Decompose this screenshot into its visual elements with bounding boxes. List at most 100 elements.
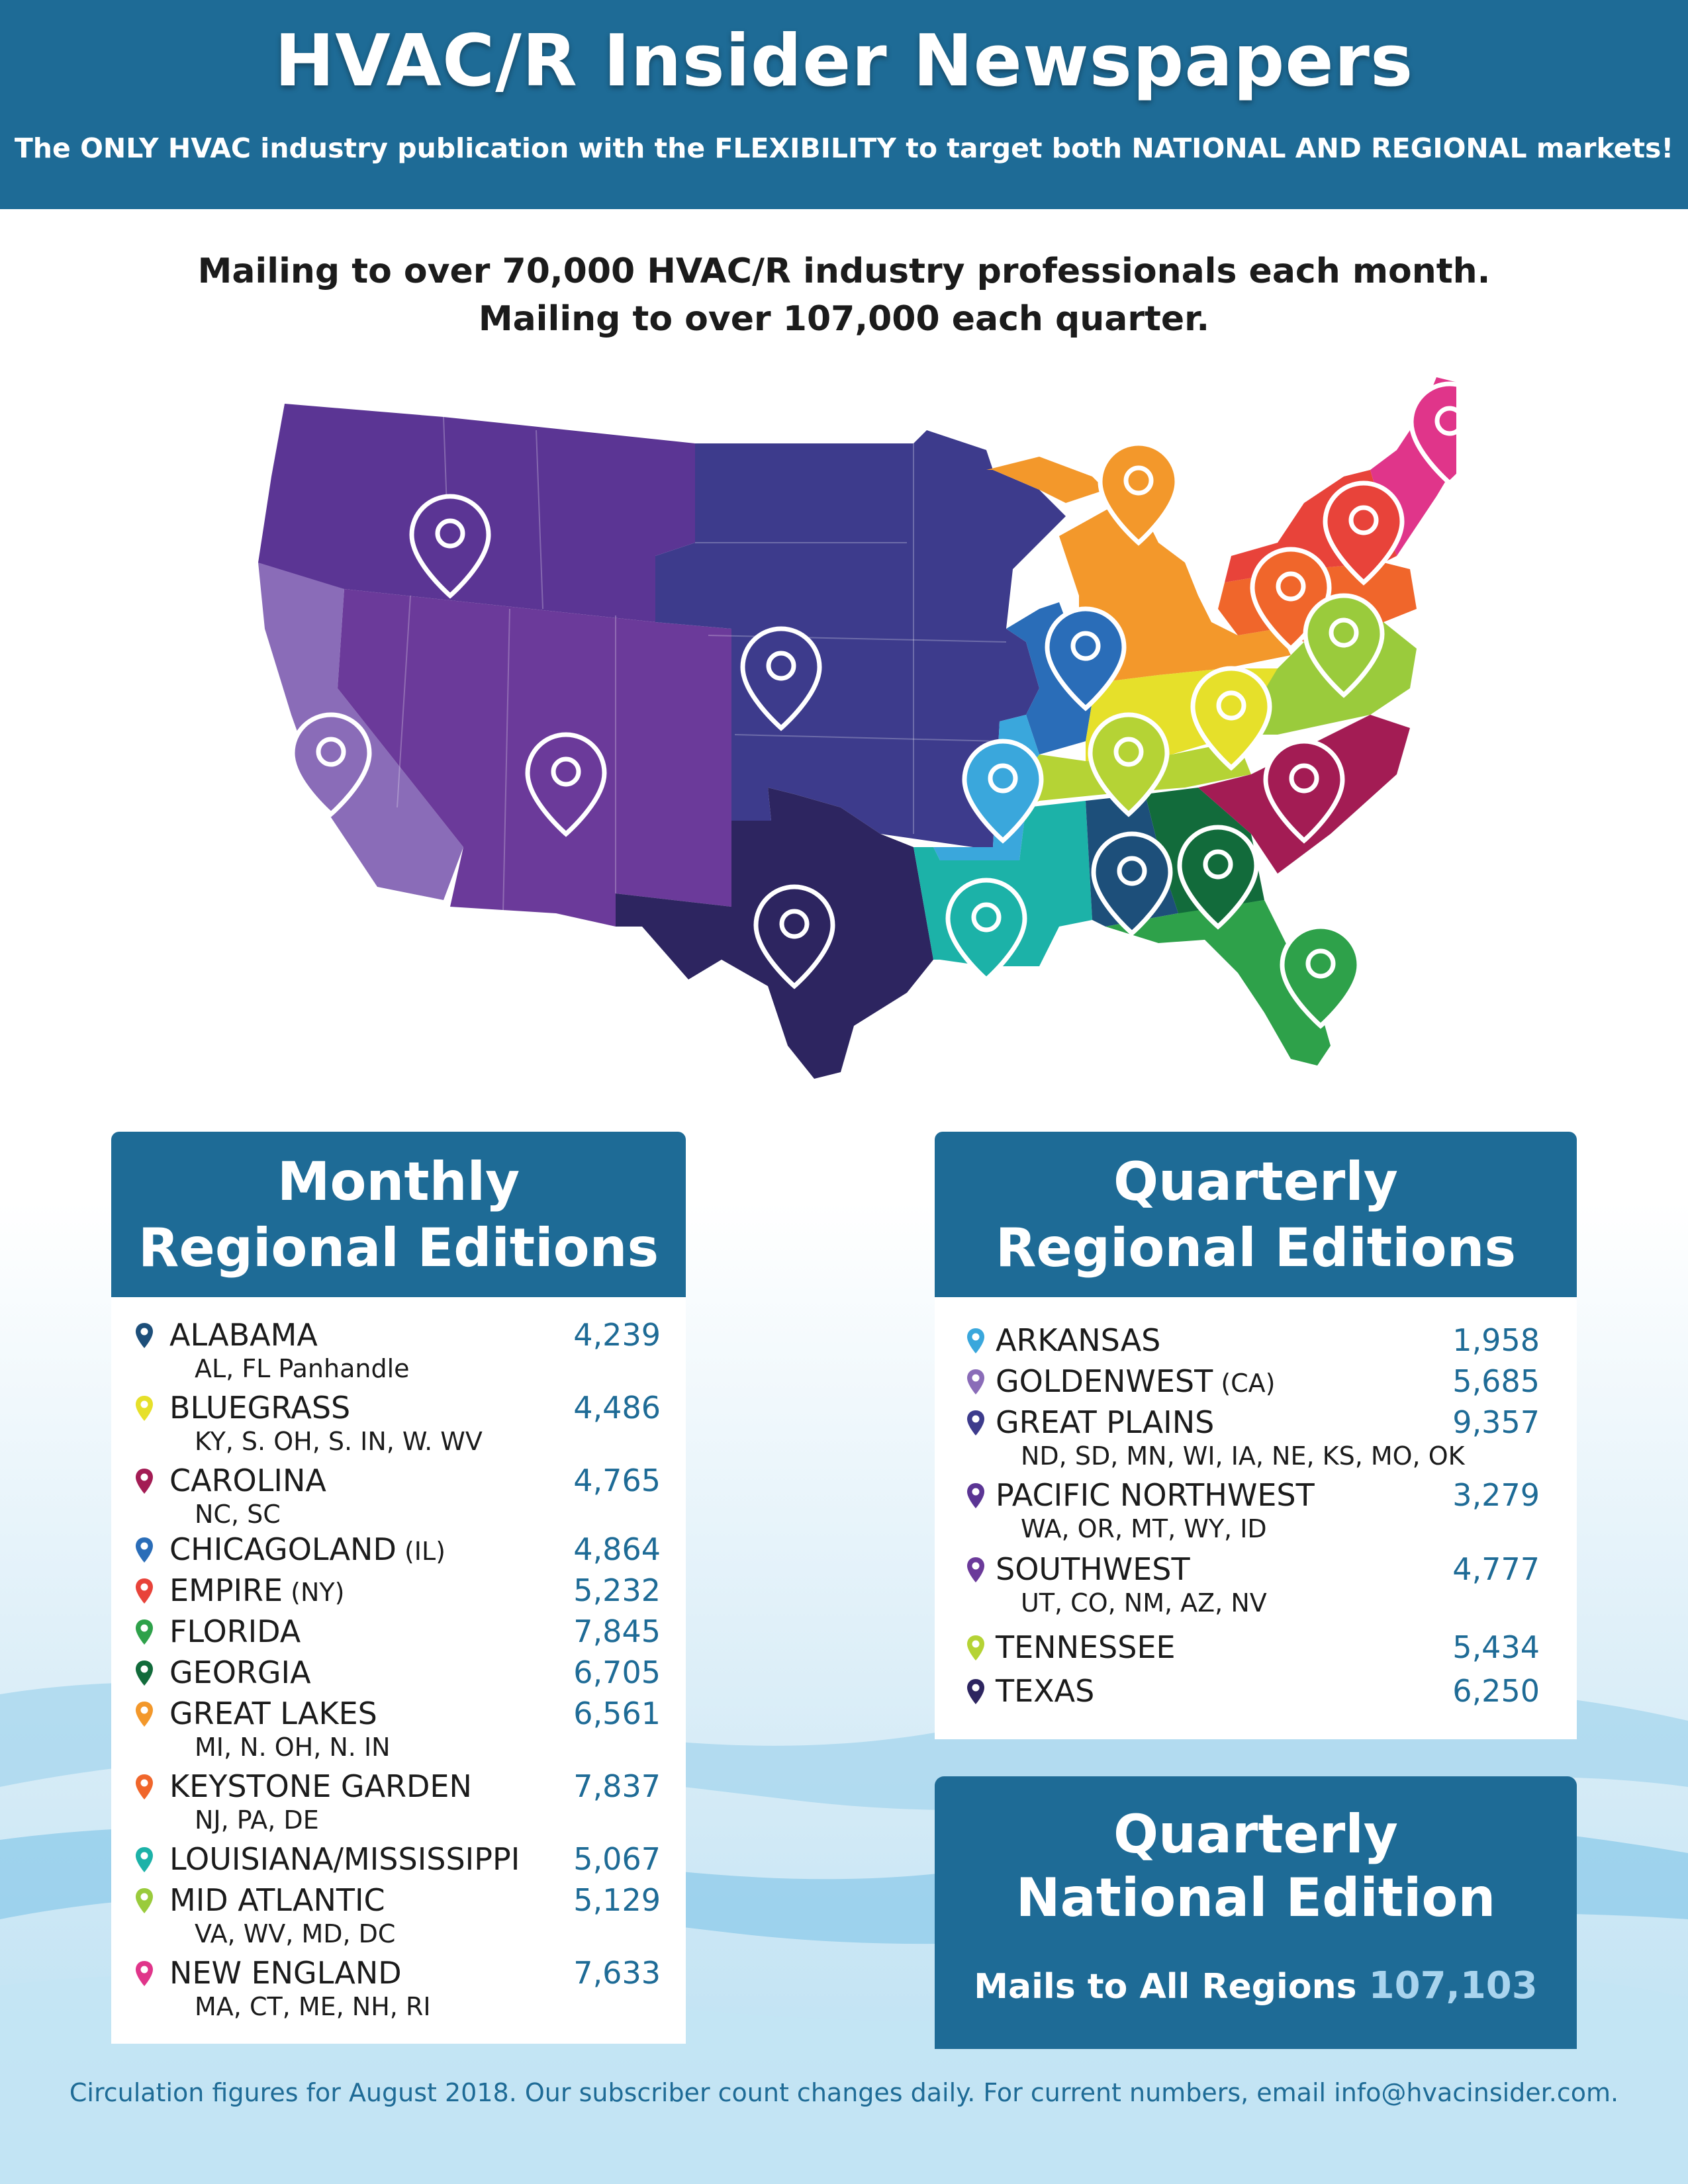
map-pin-icon bbox=[135, 1888, 154, 1914]
edition-name: GREAT PLAINS bbox=[996, 1404, 1214, 1440]
tagline-quarterly: Mailing to over 107,000 each quarter. bbox=[478, 299, 1210, 339]
map-pin-icon-georgia bbox=[1177, 825, 1259, 930]
map-pin-icon bbox=[966, 1678, 985, 1705]
edition-name-text: NEW ENGLAND bbox=[169, 1955, 402, 1991]
edition-states: WA, OR, MT, WY, ID bbox=[1021, 1514, 1267, 1543]
map-pin-icon-great-plains bbox=[740, 626, 822, 731]
map-pin-icon bbox=[135, 1846, 154, 1873]
edition-count: 4,486 bbox=[573, 1390, 661, 1426]
page-title: HVAC/R Insider Newspapers bbox=[274, 20, 1414, 103]
edition-count: 3,279 bbox=[1452, 1477, 1540, 1513]
edition-count: 7,633 bbox=[573, 1955, 661, 1991]
edition-name: GEORGIA bbox=[169, 1655, 311, 1690]
map-pin-icon bbox=[135, 1537, 154, 1563]
edition-name-text: ARKANSAS bbox=[996, 1322, 1161, 1358]
edition-name: ARKANSAS bbox=[996, 1322, 1160, 1358]
edition-name-text: CAROLINA bbox=[169, 1463, 326, 1498]
map-regions bbox=[258, 377, 1456, 1079]
edition-name-text: BLUEGRASS bbox=[169, 1390, 351, 1426]
edition-count: 4,864 bbox=[573, 1531, 661, 1567]
edition-name: GREAT LAKES bbox=[169, 1696, 377, 1731]
edition-count: 4,765 bbox=[573, 1463, 661, 1498]
header-subtitle: The ONLY HVAC industry publication with … bbox=[14, 132, 1674, 164]
map-pin-icon-pacific-northwest bbox=[409, 494, 491, 599]
edition-count: 4,239 bbox=[573, 1317, 661, 1353]
map-pin-icon bbox=[966, 1369, 985, 1395]
map-pin-icon-great-lakes bbox=[1098, 441, 1180, 546]
edition-states: NC, SC bbox=[195, 1500, 281, 1529]
quarterly-editions-list: ARKANSAS 1,958 GOLDENWEST (CA) 5,685 GREAT P… bbox=[935, 1297, 1577, 1739]
region-florida bbox=[1105, 900, 1331, 1066]
edition-count: 1,958 bbox=[1452, 1322, 1540, 1358]
map-pin-icon-alabama bbox=[1091, 831, 1173, 936]
edition-name-text: EMPIRE bbox=[169, 1572, 283, 1608]
map-pin-icon-empire bbox=[1323, 480, 1405, 586]
map-pin-icon bbox=[135, 1619, 154, 1645]
edition-count: 5,434 bbox=[1452, 1629, 1540, 1665]
edition-suffix: (NY) bbox=[283, 1578, 345, 1607]
edition-name: KEYSTONE GARDEN bbox=[169, 1768, 472, 1804]
map-pin-icon bbox=[966, 1557, 985, 1583]
edition-name: GOLDENWEST (CA) bbox=[996, 1363, 1276, 1399]
national-mails-value: 107,103 bbox=[1368, 1964, 1538, 2007]
quarterly-title-line1: Quarterly bbox=[1113, 1151, 1398, 1212]
quarterly-title-line2: Regional Editions bbox=[995, 1217, 1517, 1279]
edition-name-text: GEORGIA bbox=[169, 1655, 311, 1690]
edition-count: 9,357 bbox=[1452, 1404, 1540, 1440]
edition-name-text: GOLDENWEST bbox=[996, 1363, 1213, 1399]
map-pin-icon-bluegrass bbox=[1190, 666, 1272, 771]
edition-name-text: FLORIDA bbox=[169, 1614, 301, 1649]
national-panel-header: Quarterly National Edition Mails to All … bbox=[935, 1776, 1577, 2049]
edition-name: EMPIRE (NY) bbox=[169, 1572, 344, 1608]
edition-name-text: TEXAS bbox=[996, 1673, 1095, 1709]
edition-name: ALABAMA bbox=[169, 1317, 318, 1353]
monthly-title-line1: Monthly bbox=[277, 1151, 520, 1212]
map-pin-icon-new-england bbox=[1409, 381, 1456, 486]
map-pin-icon bbox=[135, 1774, 154, 1800]
edition-states: AL, FL Panhandle bbox=[195, 1354, 410, 1383]
footer-note: Circulation figures for August 2018. Our… bbox=[69, 2078, 1619, 2107]
edition-states: KY, S. OH, S. IN, W. WV bbox=[195, 1427, 483, 1456]
map-pin-icon bbox=[135, 1322, 154, 1349]
edition-count: 6,705 bbox=[573, 1655, 661, 1690]
edition-count: 5,232 bbox=[573, 1572, 661, 1608]
map-pin-icon-tennessee bbox=[1088, 712, 1170, 817]
map-pin-icon-mid-atlantic bbox=[1303, 593, 1385, 698]
national-mails: Mails to All Regions 107,103 bbox=[935, 1964, 1577, 2007]
edition-states: MI, N. OH, N. IN bbox=[195, 1733, 391, 1762]
quarterly-editions-panel: Quarterly Regional Editions ARKANSAS 1,95… bbox=[935, 1132, 1577, 1739]
edition-name-text: TENNESSEE bbox=[996, 1629, 1176, 1665]
edition-name: TEXAS bbox=[996, 1673, 1094, 1709]
national-edition-panel: Quarterly National Edition Mails to All … bbox=[935, 1776, 1577, 2049]
header-banner: HVAC/R Insider Newspapers The ONLY HVAC … bbox=[0, 0, 1688, 209]
map-pin-icon bbox=[966, 1410, 985, 1436]
edition-name-text: GREAT LAKES bbox=[169, 1696, 377, 1731]
edition-name-text: CHICAGOLAND bbox=[169, 1531, 397, 1567]
map-pin-icon bbox=[135, 1578, 154, 1604]
edition-name: PACIFIC NORTHWEST bbox=[996, 1477, 1315, 1513]
map-pin-icon-arkansas bbox=[962, 739, 1044, 844]
edition-name-text: GREAT PLAINS bbox=[996, 1404, 1215, 1440]
national-title-line2: National Edition bbox=[1015, 1867, 1496, 1929]
us-regions-map bbox=[258, 377, 1456, 1079]
edition-suffix: (CA) bbox=[1213, 1369, 1276, 1398]
edition-name: FLORIDA bbox=[169, 1614, 301, 1649]
edition-count: 5,685 bbox=[1452, 1363, 1540, 1399]
edition-count: 5,129 bbox=[573, 1882, 661, 1918]
map-pin-icon-florida bbox=[1280, 924, 1362, 1029]
edition-name-text: MID ATLANTIC bbox=[169, 1882, 385, 1918]
edition-name-text: KEYSTONE GARDEN bbox=[169, 1768, 472, 1804]
map-pin-icon bbox=[135, 1395, 154, 1422]
map-pin-icon-southwest bbox=[525, 732, 607, 837]
edition-name: SOUTHWEST bbox=[996, 1551, 1190, 1587]
monthly-editions-list: ALABAMA 4,239 AL, FL Panhandle BLUEGRASS 4,4… bbox=[111, 1297, 686, 2044]
edition-count: 5,067 bbox=[573, 1841, 661, 1877]
map-pin-icon-chicagoland bbox=[1045, 606, 1127, 711]
edition-states: UT, CO, NM, AZ, NV bbox=[1021, 1588, 1267, 1617]
map-pins bbox=[290, 381, 1456, 1029]
edition-name: CAROLINA bbox=[169, 1463, 326, 1498]
edition-name-text: ALABAMA bbox=[169, 1317, 318, 1353]
monthly-panel-header: Monthly Regional Editions bbox=[111, 1132, 686, 1297]
national-mails-label: Mails to All Regions bbox=[974, 1967, 1357, 2007]
edition-name: MID ATLANTIC bbox=[169, 1882, 385, 1918]
